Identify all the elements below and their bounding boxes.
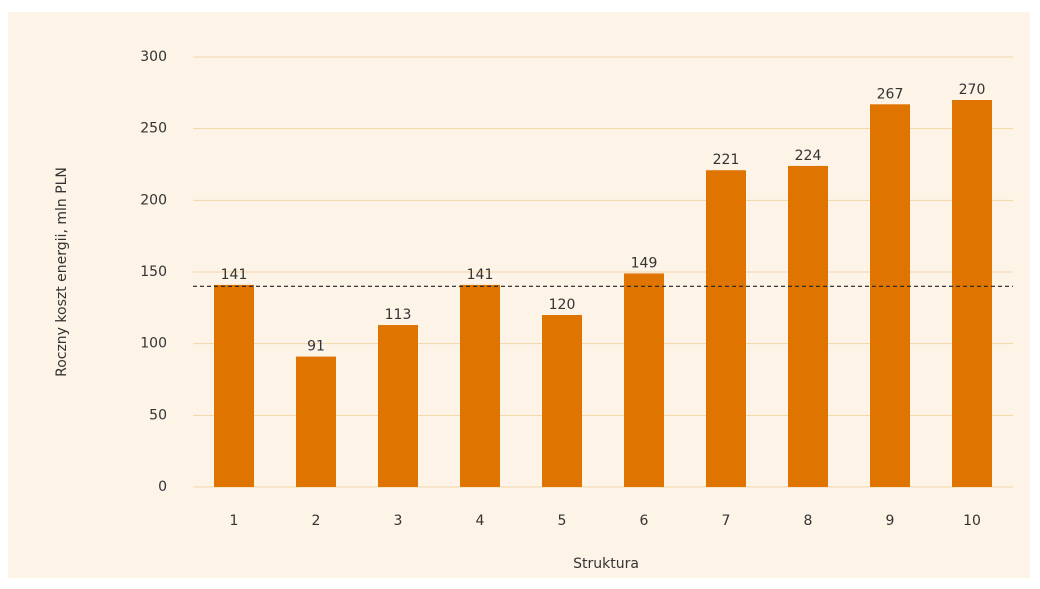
x-tick-label: 7 <box>722 513 731 529</box>
data-label: 91 <box>307 339 325 355</box>
bar <box>870 104 910 488</box>
data-label: 270 <box>959 82 986 98</box>
y-tick-label: 300 <box>140 49 167 65</box>
y-tick-label: 0 <box>158 479 167 495</box>
x-tick-label: 6 <box>640 513 649 529</box>
y-axis-label: Roczny koszt energii, mln PLN <box>54 167 70 377</box>
bar <box>706 170 746 487</box>
bar <box>788 165 828 487</box>
bar <box>214 284 254 487</box>
y-tick-label: 100 <box>140 336 167 352</box>
data-label: 120 <box>549 297 576 313</box>
bar <box>378 325 418 487</box>
data-label: 224 <box>795 148 822 164</box>
y-tick-label: 200 <box>140 192 167 208</box>
bar <box>952 100 992 487</box>
x-tick-label: 9 <box>886 513 895 529</box>
bar <box>296 356 336 487</box>
chart-background <box>8 12 1030 578</box>
x-tick-label: 3 <box>394 513 403 529</box>
x-tick-label: 1 <box>230 513 239 529</box>
data-label: 141 <box>467 267 494 283</box>
bar <box>624 273 664 487</box>
x-axis-label: Struktura <box>573 556 639 572</box>
y-tick-label: 50 <box>149 407 167 423</box>
y-tick-label: 150 <box>140 264 167 280</box>
data-label: 141 <box>221 267 248 283</box>
x-tick-label: 8 <box>804 513 813 529</box>
data-label: 113 <box>385 307 412 323</box>
x-tick-label: 5 <box>558 513 567 529</box>
y-tick-label: 250 <box>140 121 167 137</box>
x-tick-label: 2 <box>312 513 321 529</box>
x-tick-label: 10 <box>963 513 981 529</box>
data-label: 149 <box>631 255 658 271</box>
bar <box>542 315 582 487</box>
bar <box>460 284 500 487</box>
data-label: 267 <box>877 86 904 102</box>
x-tick-label: 4 <box>476 513 485 529</box>
data-label: 221 <box>713 152 740 168</box>
